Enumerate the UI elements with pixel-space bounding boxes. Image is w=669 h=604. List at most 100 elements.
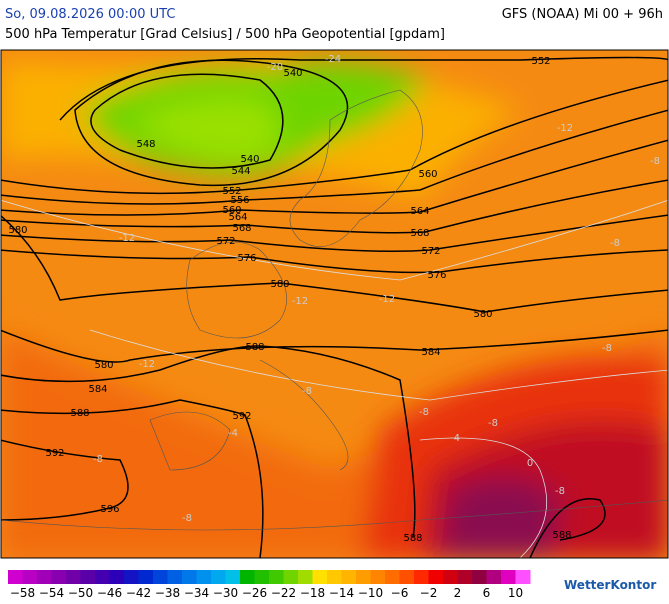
geopotential-label: 568 — [410, 228, 429, 239]
colorbar-swatch — [138, 570, 154, 584]
colorbar-swatch — [211, 570, 226, 584]
temperature-label: -8 — [419, 407, 429, 418]
title: So, 09.08.2026 00:00 UTC — [5, 7, 175, 22]
geopotential-label: 588 — [403, 533, 422, 544]
geopotential-label: 568 — [232, 223, 251, 234]
colorbar-swatch — [457, 570, 473, 584]
colorbar-label: −38 — [155, 586, 180, 600]
colorbar-swatch — [95, 570, 110, 584]
colorbar-label: 6 — [483, 586, 491, 600]
colorbar-swatch — [283, 570, 299, 584]
geopotential-label: 584 — [88, 384, 107, 395]
geopotential-label: 544 — [231, 166, 250, 177]
temperature-label: -24 — [325, 54, 341, 65]
temperature-label: -12 — [379, 294, 395, 305]
colorbar-swatch — [37, 570, 52, 584]
map-frame — [0, 49, 669, 559]
colorbar-swatch — [312, 570, 328, 584]
geopotential-label: 584 — [421, 347, 440, 358]
temperature-label: -4 — [228, 428, 238, 439]
geopotential-label: 552 — [531, 56, 550, 67]
geopotential-label: 560 — [222, 205, 241, 216]
colorbar-swatch — [428, 570, 444, 584]
geopotential-label: 576 — [427, 270, 446, 281]
colorbar-swatch — [443, 570, 458, 584]
colorbar-swatch — [501, 570, 516, 584]
temperature-label: -8 — [302, 386, 312, 397]
geopotential-label: 552 — [222, 186, 241, 197]
colorbar-label: −58 — [10, 586, 35, 600]
colorbar-label: −30 — [213, 586, 238, 600]
brand: WetterKontor — [564, 578, 656, 592]
colorbar-swatch — [225, 570, 241, 584]
temperature-label: -12 — [557, 123, 573, 134]
colorbar-swatch — [51, 570, 67, 584]
colorbar-label: −18 — [300, 586, 325, 600]
geopotential-label: 588 — [552, 530, 571, 541]
geopotential-label: 588 — [245, 342, 264, 353]
temperature-label: -8 — [182, 513, 192, 524]
geopotential-label: 540 — [240, 154, 259, 165]
colorbar-swatch — [472, 570, 487, 584]
geopotential-label: 540 — [283, 68, 302, 79]
colorbar-label: −54 — [39, 586, 64, 600]
colorbar-swatch — [414, 570, 429, 584]
colorbar-swatch — [182, 570, 197, 584]
colorbar-label: −2 — [420, 586, 438, 600]
geopotential-label: 580 — [8, 225, 27, 236]
colorbar-swatch — [370, 570, 386, 584]
model: GFS (NOAA) Mi 00 + 96h — [502, 7, 663, 22]
colorbar-swatch — [254, 570, 270, 584]
colorbar-label: −14 — [329, 586, 354, 600]
temperature-label: -20 — [267, 62, 283, 73]
geopotential-label: 580 — [94, 360, 113, 371]
geopotential-label: 560 — [418, 169, 437, 180]
geopotential-label: 556 — [230, 195, 249, 206]
temperature-label: -8 — [602, 343, 612, 354]
map: 5405525485405445525565605645685725765805… — [1, 50, 668, 558]
geopotential-label: 548 — [136, 139, 155, 150]
temperature-label: -4 — [450, 433, 460, 444]
geopotential-label: 588 — [70, 408, 89, 419]
colorbar-label: −6 — [391, 586, 409, 600]
temperature-label: -8 — [488, 418, 498, 429]
geopotential-label: 580 — [473, 309, 492, 320]
colorbar-swatch — [269, 570, 284, 584]
colorbar-swatch — [385, 570, 400, 584]
colorbar-label: 2 — [454, 586, 462, 600]
geopotential-label: 592 — [232, 411, 251, 422]
colorbar-label: −10 — [358, 586, 383, 600]
temperature-label: -8 — [650, 156, 660, 167]
colorbar-swatch — [327, 570, 342, 584]
geopotential-label: 572 — [216, 236, 235, 247]
colorbar-swatch — [240, 570, 255, 584]
colorbar-label: −46 — [97, 586, 122, 600]
temperature-label: -12 — [139, 359, 155, 370]
colorbar-swatch — [196, 570, 212, 584]
subtitle: 500 hPa Temperatur [Grad Celsius] / 500 … — [5, 27, 445, 42]
temperature-label: -8 — [610, 238, 620, 249]
colorbar-label: −22 — [271, 586, 296, 600]
colorbar-swatch — [341, 570, 357, 584]
geopotential-label: 596 — [100, 504, 119, 515]
colorbar-label: −42 — [126, 586, 151, 600]
temperature-label: -8 — [555, 486, 565, 497]
geopotential-label: 564 — [228, 212, 247, 223]
colorbar-swatch — [66, 570, 81, 584]
colorbar-swatch — [80, 570, 96, 584]
colorbar-swatch — [124, 570, 139, 584]
colorbar-swatch — [8, 570, 23, 584]
geopotential-label: 564 — [410, 206, 429, 217]
temperature-label: -8 — [93, 454, 103, 465]
geopotential-label: 592 — [45, 448, 64, 459]
colorbar-label: −34 — [184, 586, 209, 600]
geopotential-label: 580 — [270, 279, 289, 290]
colorbar-swatch — [298, 570, 313, 584]
temperature-label: -12 — [292, 296, 308, 307]
geopotential-label: 576 — [237, 253, 256, 264]
temperature-label: -12 — [119, 233, 135, 244]
colorbar-label: 10 — [508, 586, 523, 600]
colorbar-label: −26 — [242, 586, 267, 600]
colorbar-label: −50 — [68, 586, 93, 600]
